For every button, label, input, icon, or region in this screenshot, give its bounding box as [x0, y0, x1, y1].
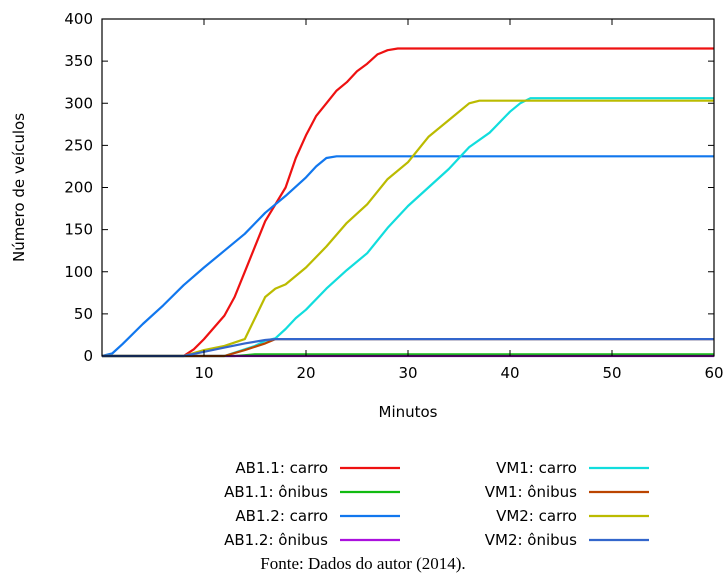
series-line-5	[102, 97, 714, 358]
x-tick-label: 60	[704, 364, 723, 382]
y-tick-label: 200	[64, 179, 93, 197]
y-axis-title: Número de veículos	[10, 113, 28, 262]
legend-label: VM2: carro	[496, 507, 577, 525]
y-tick-label: 250	[64, 136, 93, 154]
series-line-7	[102, 99, 714, 358]
x-tick-label: 20	[296, 364, 315, 382]
plot-border	[101, 18, 715, 357]
legend-label: VM2: ônibus	[485, 531, 577, 549]
line-chart: 0 50 100 150 200 250 300 350 400 10 20 30 40 50 60 Min…	[10, 10, 724, 549]
y-tick-label: 400	[64, 10, 93, 28]
axis-ticks: 0 50 100 150 200 250 300 350 400 10 20 30 40 50 60	[64, 10, 723, 382]
legend-label: AB1.1: carro	[235, 459, 328, 477]
legend-label: VM1: ônibus	[485, 483, 577, 501]
plot-frame	[101, 18, 715, 357]
x-tick-label: 40	[500, 364, 519, 382]
figure-source-caption: Fonte: Dados do autor (2014).	[260, 554, 466, 573]
y-tick-label: 300	[64, 94, 93, 112]
series-line-8	[102, 338, 714, 358]
y-tick-label: 0	[83, 347, 93, 365]
legend-label: AB1.2: carro	[235, 507, 328, 525]
legend-label: AB1.1: ônibus	[224, 483, 328, 501]
x-tick-label: 50	[602, 364, 621, 382]
y-tick-label: 50	[74, 305, 93, 323]
series-line-3	[101, 155, 714, 358]
series-layer	[101, 47, 714, 358]
y-tick-label: 150	[64, 221, 93, 239]
legend-label: VM1: carro	[496, 459, 577, 477]
legend-label: AB1.2: ônibus	[224, 531, 328, 549]
y-tick-label: 350	[64, 52, 93, 70]
y-tick-label: 100	[64, 263, 93, 281]
legend: AB1.1: carro AB1.1: ônibus AB1.2: carro AB1…	[224, 459, 649, 549]
x-tick-label: 10	[194, 364, 213, 382]
x-axis-title: Minutos	[379, 403, 438, 421]
series-line-1	[102, 47, 714, 358]
x-tick-label: 30	[398, 364, 417, 382]
